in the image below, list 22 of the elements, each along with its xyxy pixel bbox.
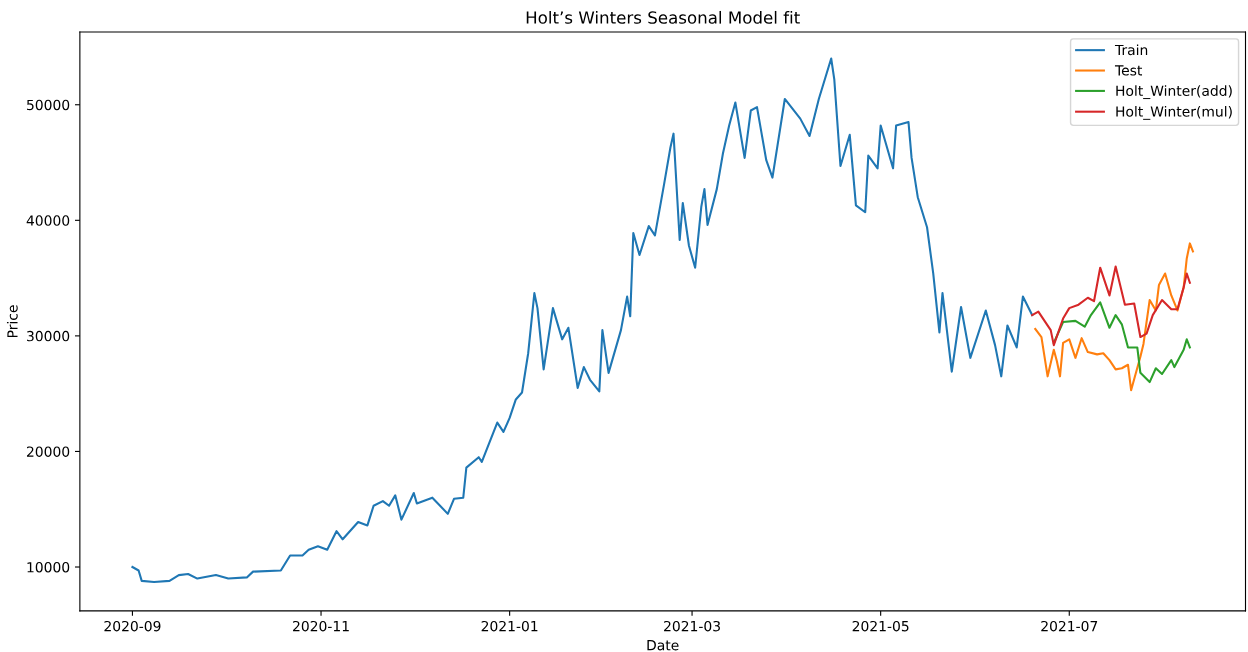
x-tick-label: 2020-09 — [104, 620, 161, 632]
line-series — [1052, 301, 1191, 384]
legend-label: Holt_Winter(mul) — [1116, 105, 1232, 120]
x-tick-label: 2021-05 — [852, 620, 909, 632]
y-tick-label: 30000 — [27, 330, 70, 342]
x-tick-label: 2021-01 — [481, 620, 538, 632]
y-tick-label: 50000 — [27, 99, 70, 111]
y-tick-label: 20000 — [26, 446, 70, 457]
x-tick-label: 2021-07 — [1041, 620, 1098, 632]
chart-title: Holt’s Winters Seasonal Model fit — [526, 10, 800, 24]
y-tick-label: 40000 — [26, 215, 70, 226]
legend-label: Holt_Winter(add) — [1116, 85, 1232, 100]
y-axis-title: Price — [6, 305, 18, 338]
legend-label: Train — [1114, 44, 1148, 56]
line-series — [131, 57, 1034, 584]
x-tick-label: 2021-03 — [664, 620, 720, 632]
line-series — [1031, 265, 1191, 347]
line-series — [1034, 242, 1194, 392]
x-axis-title: Date — [647, 640, 679, 651]
y-tick-label: 10000 — [27, 561, 70, 573]
x-tick-label: 2020-11 — [293, 620, 349, 632]
legend-label: Test — [1114, 65, 1143, 76]
